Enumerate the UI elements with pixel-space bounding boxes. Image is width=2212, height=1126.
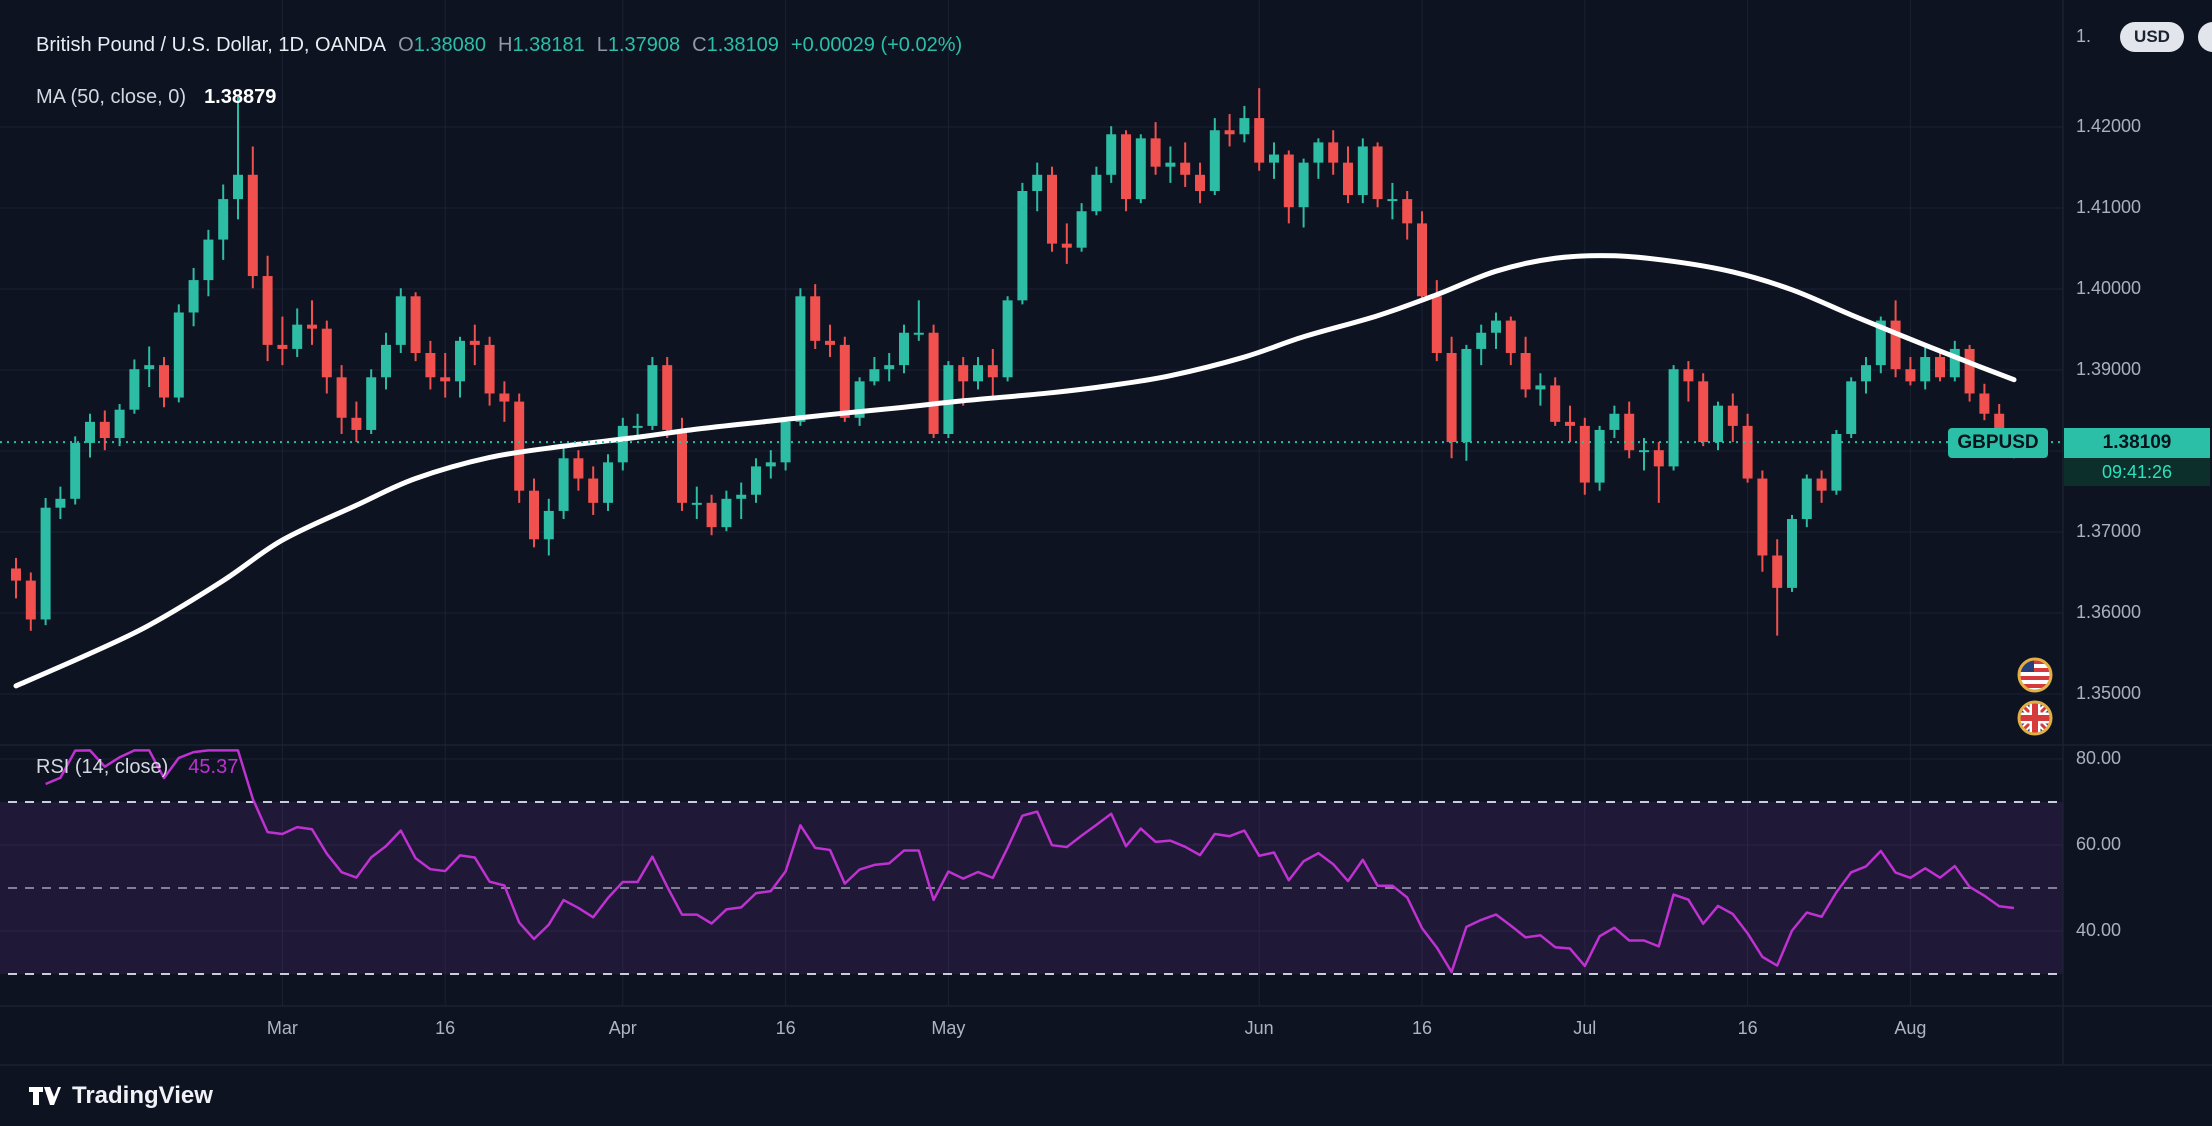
- tradingview-brand-text: TradingView: [72, 1081, 213, 1109]
- time-axis-label: 16: [435, 1018, 456, 1038]
- truncated-axis-label: 1.: [2076, 26, 2092, 46]
- usd-currency-button[interactable]: USD: [2120, 22, 2184, 52]
- price-axis-label: 1.36000: [2076, 602, 2142, 622]
- rsi-axis-label: 80.00: [2076, 748, 2122, 768]
- rsi-legend[interactable]: RSI (14, close) 45.37: [36, 756, 238, 779]
- rsi-legend-value: 45.37: [188, 756, 239, 778]
- pane-separators: [0, 0, 2212, 1066]
- axis-toggle-button-partial[interactable]: [2198, 22, 2212, 52]
- time-axis-label: Aug: [1894, 1018, 1927, 1038]
- time-axis-label: Mar: [266, 1018, 298, 1038]
- rsi-line: [45, 749, 2015, 974]
- time-axis-label: May: [931, 1018, 966, 1038]
- candlesticks: [11, 88, 2019, 636]
- rsi-legend-name: RSI (14, close): [36, 756, 169, 778]
- symbol-price-flag: GBPUSD: [1948, 428, 2048, 458]
- last-price-badge: 1.38109: [2064, 428, 2210, 458]
- ma50-line: [13, 253, 2017, 689]
- time-axis-label: Jun: [1244, 1018, 1274, 1038]
- ohlc-high: H1.38181: [498, 34, 585, 56]
- us-flag-icon: [2017, 657, 2053, 693]
- tradingview-logo-icon: [29, 1086, 61, 1105]
- price-change: +0.00029 (+0.02%): [790, 34, 963, 56]
- ma-legend[interactable]: MA (50, close, 0) 1.38879: [36, 86, 276, 109]
- ma-legend-name: MA (50, close, 0): [36, 86, 187, 108]
- price-axis-label: 1.39000: [2076, 359, 2142, 379]
- ohlc-open: O1.38080: [398, 34, 486, 56]
- time-axis-label: 16: [1737, 1018, 1758, 1038]
- bar-countdown: 09:41:26: [2064, 458, 2210, 486]
- ohlc-close: C1.38109: [692, 34, 779, 56]
- price-axis-label: 1.37000: [2076, 521, 2142, 541]
- time-axis-label: Jul: [1573, 1018, 1597, 1038]
- price-axis-label: 1.40000: [2076, 278, 2142, 298]
- time-axis-label: 16: [775, 1018, 796, 1038]
- ma-legend-value: 1.38879: [204, 86, 277, 108]
- rsi-axis-label: 60.00: [2076, 834, 2122, 854]
- time-axis-label: 16: [1411, 1018, 1433, 1038]
- price-axis-label: 1.42000: [2076, 116, 2142, 136]
- rsi-level-lines: [8, 801, 2057, 975]
- time-axis-label: Apr: [608, 1018, 637, 1038]
- rsi-axis-label: 40.00: [2076, 920, 2122, 940]
- tradingview-brand-link[interactable]: TradingView: [28, 1082, 213, 1110]
- price-axis-label: 1.35000: [2076, 683, 2142, 703]
- symbol-legend[interactable]: British Pound / U.S. Dollar, 1D, OANDA O…: [36, 34, 962, 57]
- symbol-title[interactable]: British Pound / U.S. Dollar, 1D, OANDA: [36, 34, 387, 56]
- ohlc-low: L1.37908: [596, 34, 681, 56]
- gb-flag-icon: [2017, 700, 2053, 736]
- price-axis-label: 1.41000: [2076, 197, 2142, 217]
- bottom-toolbar: TradingView: [0, 1065, 2212, 1126]
